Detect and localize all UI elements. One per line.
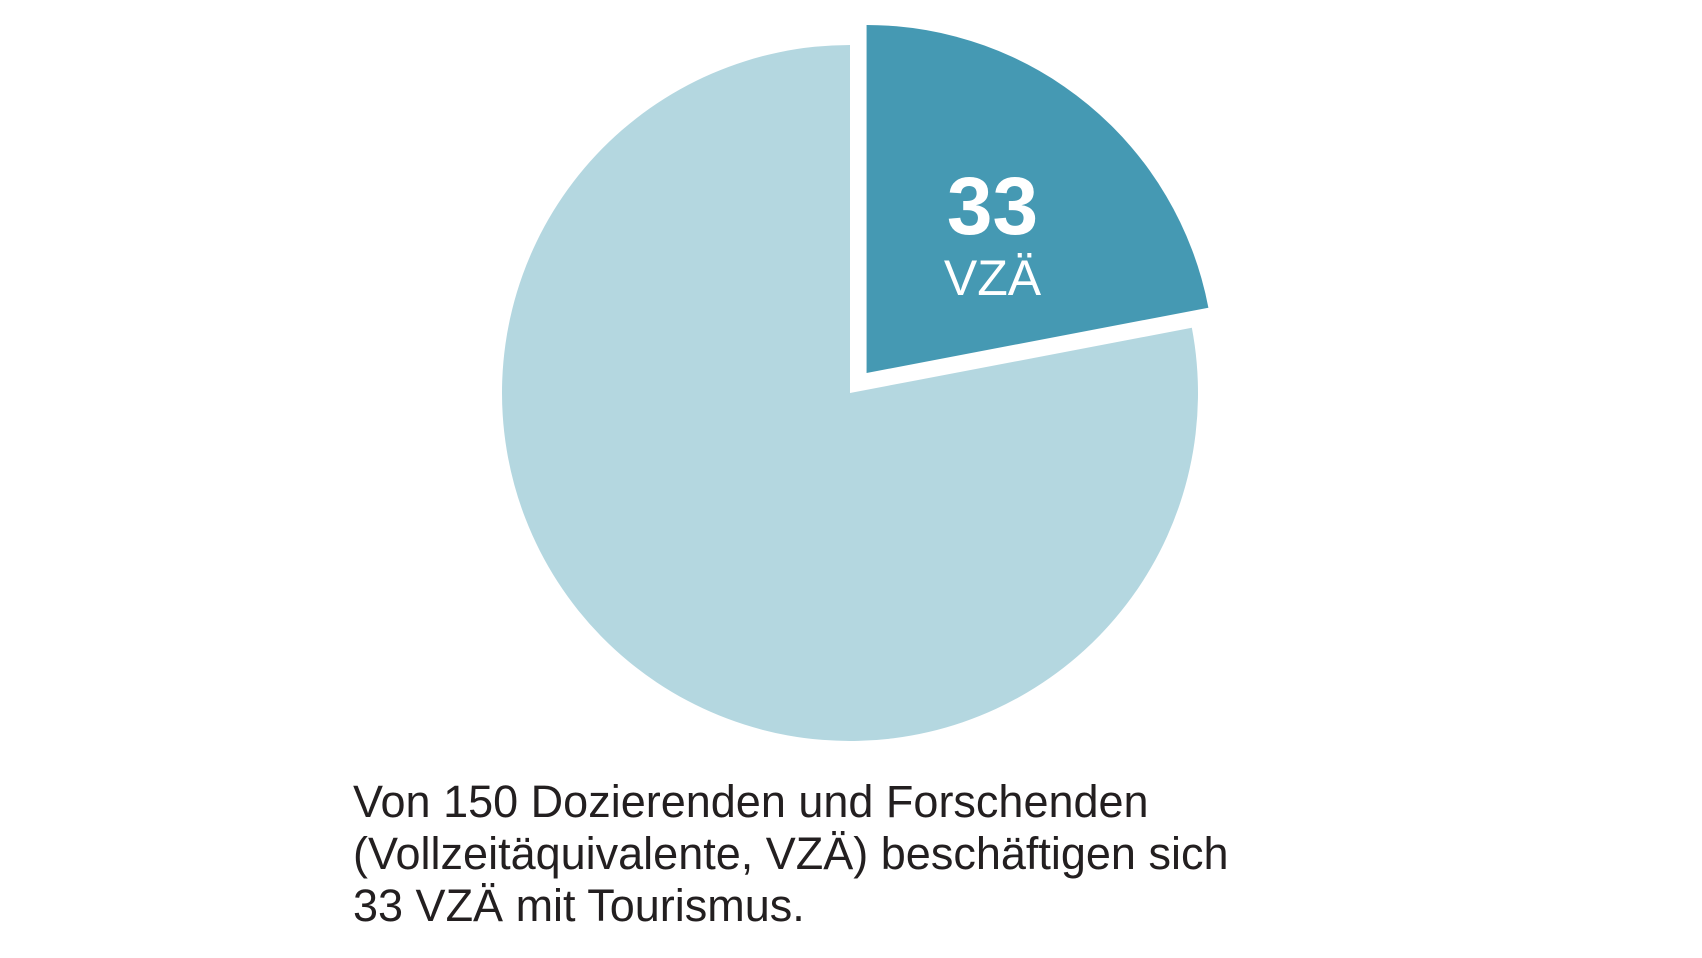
slice-unit-label: VZÄ: [944, 250, 1042, 306]
caption-line-1: Von 150 Dozierenden und Forschenden: [353, 776, 1149, 827]
caption-line-2: (Vollzeitäquivalente, VZÄ) beschäftigen …: [353, 828, 1229, 879]
chart-caption: Von 150 Dozierenden und Forschenden (Vol…: [353, 776, 1353, 932]
pie-slice-1: [866, 24, 1209, 373]
pie-slice-2: [502, 45, 1198, 742]
caption-line-3: 33 VZÄ mit Tourismus.: [353, 880, 805, 931]
slice-value-label: 33: [947, 161, 1038, 252]
